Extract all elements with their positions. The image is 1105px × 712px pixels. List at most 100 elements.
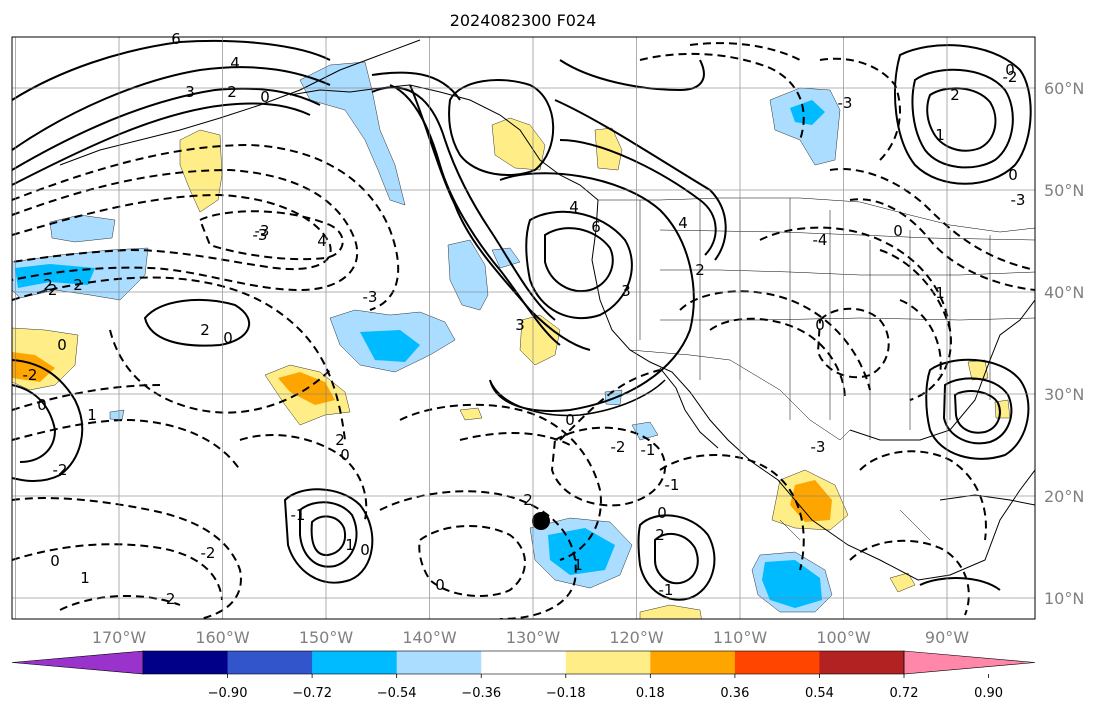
colorbar-tick-label: −0.18 <box>546 686 586 701</box>
contour-label: 1 <box>87 406 97 424</box>
colorbar: −0.90 −0.72 −0.54 −0.36 −0.18 0.18 0.36 0.54 0.7… <box>11 650 1036 701</box>
colorbar-tick-label: 0.36 <box>720 686 749 701</box>
colorbar-segment <box>819 651 905 674</box>
lat-tick-label: 20°N <box>1044 487 1084 506</box>
contour-label: -1 <box>665 476 680 494</box>
contour-label: 2 <box>655 526 665 544</box>
colorbar-segment <box>396 651 482 674</box>
contour-label: 4 <box>678 214 688 232</box>
contour-label: -3 <box>253 226 268 244</box>
colorbar-extend-min <box>11 650 144 675</box>
contour-label: -3 <box>1011 191 1026 209</box>
contour-label: 0 <box>893 222 903 240</box>
colorbar-segment <box>650 651 736 674</box>
contour-label: -2 <box>43 281 58 299</box>
lon-tick-label: 170°W <box>92 628 147 647</box>
anomaly-shading <box>12 61 1011 619</box>
contour-label: -4 <box>813 231 828 249</box>
contour-label: 6 <box>171 30 181 48</box>
lat-tick-label: 50°N <box>1044 181 1084 200</box>
map-title: 2024082300 F024 <box>450 11 597 30</box>
contour-label: 0 <box>1005 61 1015 79</box>
shading-negative <box>762 560 822 608</box>
contour-label: 3 <box>185 83 195 101</box>
lat-tick-label: 30°N <box>1044 385 1084 404</box>
contour-label: 0 <box>57 336 67 354</box>
colorbar-segment <box>312 651 398 674</box>
lat-tick-label: 40°N <box>1044 283 1084 302</box>
contour-label: 1 <box>80 569 90 587</box>
contour-label: 0 <box>340 446 350 464</box>
contour-label: -3 <box>363 288 378 306</box>
contour-label: 2 <box>523 491 533 509</box>
contour-label: 3 <box>515 316 525 334</box>
shading-negative <box>790 100 825 125</box>
contour-label: 0 <box>565 411 575 429</box>
contour-label: 2 <box>200 321 210 339</box>
contour-label: 0 <box>50 552 60 570</box>
lat-tick-label: 60°N <box>1044 79 1084 98</box>
contour-label: -2 <box>53 461 68 479</box>
contour-label: -2 <box>23 366 38 384</box>
lat-tick-label: 10°N <box>1044 589 1084 608</box>
shading-negative <box>769 87 841 166</box>
contour-label: 2 <box>227 83 237 101</box>
colorbar-tick-label: −0.72 <box>292 686 332 701</box>
contour-label: 2 <box>335 431 345 449</box>
shading-positive <box>459 407 483 421</box>
shading-negative <box>631 421 659 441</box>
contour-label: -3 <box>255 222 270 240</box>
contour-label: 0 <box>435 576 445 594</box>
contour-label: -2 <box>611 438 626 456</box>
contour-label: -2 <box>201 544 216 562</box>
contour-label: -2 <box>1003 68 1018 86</box>
shading-positive <box>790 480 832 522</box>
contour-label: 0 <box>223 329 233 347</box>
shading-negative <box>109 409 125 421</box>
shading-negative <box>548 528 615 575</box>
shading-negative <box>447 239 489 311</box>
colorbar-segment <box>227 651 313 674</box>
contour-label: -1 <box>641 441 656 459</box>
contour-label: -1 <box>659 581 674 599</box>
contour-label: 3 <box>621 282 631 300</box>
contour-label: -1 <box>291 506 306 524</box>
contour-label: 0 <box>360 541 370 559</box>
shading-negative <box>360 330 420 362</box>
contour-label: 0 <box>37 396 47 414</box>
contour-label: 4 <box>317 232 327 250</box>
map-gridlines <box>12 37 1035 619</box>
lon-tick-label: 90°W <box>925 628 969 647</box>
contour-label: 4 <box>230 54 240 72</box>
lon-tick-label: 100°W <box>816 628 871 647</box>
lon-tick-label: 110°W <box>713 628 768 647</box>
contour-label: 0 <box>657 504 667 522</box>
contour-label: 2 <box>43 276 53 294</box>
lat-tick-labels: 60°N 50°N 40°N 30°N 20°N 10°N <box>1044 79 1084 608</box>
colorbar-tick-label: −0.90 <box>208 686 248 701</box>
colorbar-extend-max <box>903 650 1036 675</box>
contour-label: -3 <box>811 438 826 456</box>
colorbar-tick-label: 0.72 <box>890 686 919 701</box>
colorbar-segment <box>565 651 651 674</box>
contour-label: -2 <box>161 590 176 608</box>
colorbar-segment <box>481 651 567 674</box>
lon-tick-label: 120°W <box>609 628 664 647</box>
contour-label: 0 <box>1008 166 1018 184</box>
shading-positive <box>12 352 55 382</box>
contour-label: 4 <box>569 198 579 216</box>
colorbar-segment <box>143 651 229 674</box>
map-frame <box>11 36 1036 620</box>
contour-label: 2 <box>73 276 83 294</box>
colorbar-segment <box>734 651 820 674</box>
contour-label: -3 <box>838 94 853 112</box>
storm-center-marker <box>532 512 550 530</box>
lon-tick-label: 160°W <box>195 628 250 647</box>
contour-label: 0 <box>815 316 825 334</box>
colorbar-tick-label: 0.18 <box>636 686 665 701</box>
contour-label: 2 <box>695 261 705 279</box>
shading-negative <box>491 247 521 269</box>
